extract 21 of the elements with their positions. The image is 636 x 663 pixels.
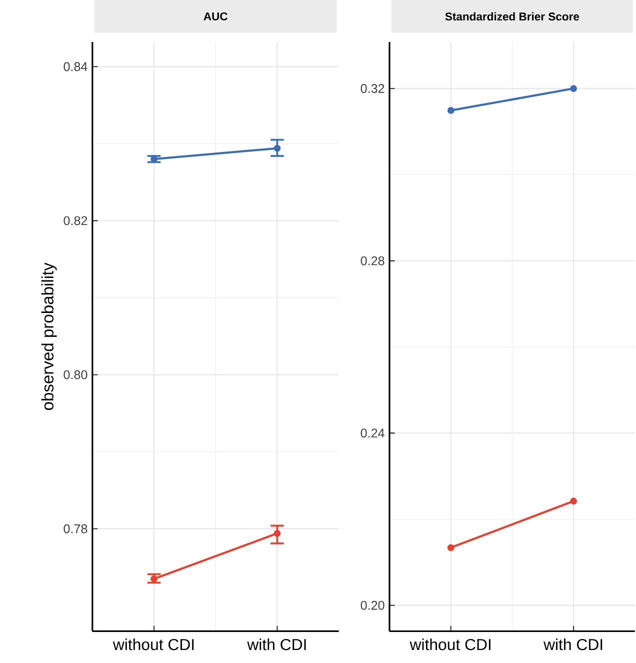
y-tick-label: 0.80 — [64, 370, 88, 380]
point — [448, 544, 454, 552]
y-tick-label: 0.28 — [360, 256, 384, 266]
y-tick-label: 0.20 — [360, 600, 384, 610]
y-tick-label: 0.84 — [64, 62, 88, 72]
y-tick-label: 0.82 — [64, 216, 88, 226]
x-tick-label: without CDI — [410, 638, 491, 650]
x-tick-label: with CDI — [247, 638, 306, 650]
y-tick-label: 0.78 — [64, 524, 88, 534]
point — [274, 530, 281, 537]
y-tick-label: 0.24 — [360, 428, 385, 438]
x-tick-label: with CDI — [544, 638, 602, 650]
point — [570, 498, 578, 505]
chart-title: AUC — [204, 12, 228, 20]
point — [448, 107, 454, 114]
x-tick-label: without CDI — [113, 638, 194, 650]
point — [570, 85, 578, 92]
chart-title: Standardized Brier Score — [445, 12, 580, 21]
y-axis-title: observed probability — [41, 262, 57, 410]
y-tick-label: 0.32 — [360, 84, 384, 93]
point — [274, 144, 281, 152]
